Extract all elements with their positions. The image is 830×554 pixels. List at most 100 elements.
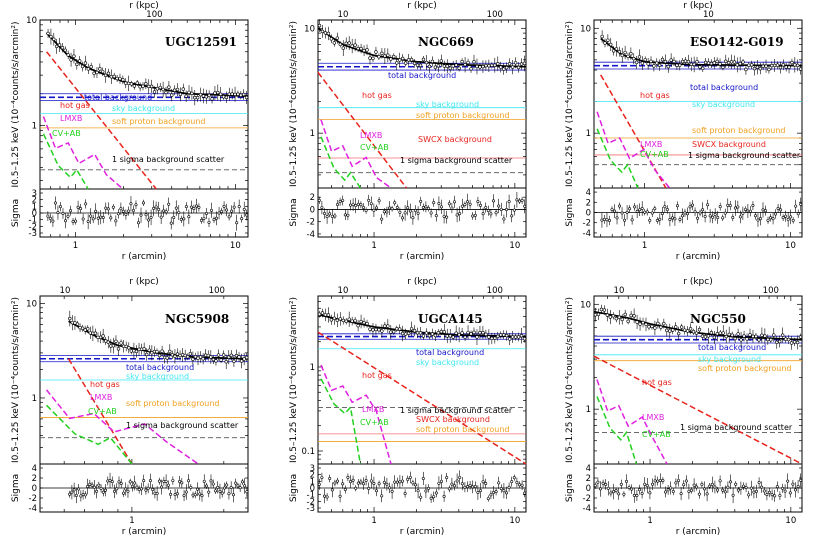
residual-point (187, 215, 191, 219)
cv-ab-label: CV+AB (642, 430, 671, 439)
data-point (466, 330, 470, 335)
total-background-label: total background (84, 93, 152, 102)
residual-point (682, 483, 686, 487)
data-point (415, 63, 420, 67)
residual-point (494, 490, 498, 494)
data-point (400, 331, 405, 336)
data-point (101, 334, 105, 338)
residual-axis-title: Sigma (11, 474, 21, 502)
residual-point (222, 486, 226, 490)
data-point (721, 331, 725, 335)
residual-point (708, 214, 712, 218)
residual-point (424, 205, 428, 209)
residual-point (194, 204, 198, 208)
residual-point (367, 198, 371, 202)
residual-point (148, 479, 152, 483)
data-point (666, 64, 670, 69)
residual-point (328, 212, 332, 216)
residual-point (225, 483, 229, 487)
residual-point (238, 486, 242, 490)
lmxb-line (596, 379, 668, 465)
data-point (481, 64, 485, 69)
data-point (201, 94, 206, 98)
x-axis-title: r (arcmin) (676, 527, 721, 537)
residual-point (242, 207, 246, 211)
data-point (368, 56, 372, 60)
residual-point (765, 493, 769, 497)
residual-point (61, 211, 65, 215)
data-point (89, 65, 93, 69)
data-point (669, 58, 673, 62)
data-point (724, 334, 728, 339)
data-point (692, 62, 696, 67)
data-point (93, 331, 98, 335)
residual-point (463, 485, 467, 489)
data-point (657, 63, 662, 67)
residual-point (184, 490, 188, 494)
data-point (229, 353, 234, 358)
residual-point (484, 206, 488, 210)
residual-point (450, 206, 454, 210)
residual-point (97, 483, 101, 487)
residual-point (640, 492, 644, 496)
residual-point (385, 210, 389, 214)
data-point (98, 335, 103, 340)
data-point (614, 47, 619, 51)
data-point (418, 331, 423, 335)
sigma-scatter-label: 1 sigma background scatter (400, 156, 513, 165)
residual-point (390, 207, 394, 211)
data-point (758, 66, 762, 71)
residual-point (512, 476, 516, 480)
residual-point (775, 485, 779, 489)
data-point (781, 63, 786, 67)
residual-point (696, 216, 700, 220)
residual-point (115, 487, 119, 491)
residual-point (473, 485, 477, 489)
data-point (233, 92, 237, 97)
residual-point (89, 214, 93, 218)
data-point (341, 46, 345, 50)
residual-point (154, 205, 158, 209)
data-point (403, 332, 408, 336)
residual-point (58, 205, 62, 209)
residual-tick-label: 0 (586, 484, 591, 494)
data-point (224, 95, 229, 100)
residual-point (69, 209, 73, 213)
residual-point (164, 479, 168, 483)
data-point (392, 54, 396, 59)
data-point (718, 62, 722, 66)
lmxb-line (320, 364, 392, 465)
data-point (678, 63, 682, 67)
data-point (341, 318, 345, 323)
residual-point (126, 209, 130, 213)
residual-point (403, 491, 407, 495)
data-point (188, 352, 193, 356)
data-point (221, 353, 226, 357)
residual-point (178, 480, 182, 484)
residual-point (450, 482, 454, 486)
residual-point (749, 486, 753, 490)
residual-point (424, 489, 428, 493)
residual-point (752, 490, 756, 494)
data-point (510, 65, 515, 69)
residual-point (356, 202, 360, 206)
top-axis-title: r (kpc) (407, 277, 436, 287)
data-point (430, 332, 435, 336)
residual-point (728, 204, 732, 208)
top-axis-title: r (kpc) (407, 1, 436, 11)
residual-point (79, 494, 83, 498)
residual-point (693, 210, 697, 214)
data-point (778, 339, 782, 344)
data-point (206, 353, 210, 358)
data-point (98, 67, 102, 71)
data-point (676, 331, 681, 336)
lmxb-label: LMXB (90, 393, 112, 402)
residual-point (237, 205, 241, 209)
residual-point (243, 484, 247, 488)
data-point (198, 92, 203, 97)
residual-point (426, 206, 430, 210)
data-point (757, 338, 761, 342)
data-point (230, 92, 234, 96)
residual-point (633, 205, 637, 209)
